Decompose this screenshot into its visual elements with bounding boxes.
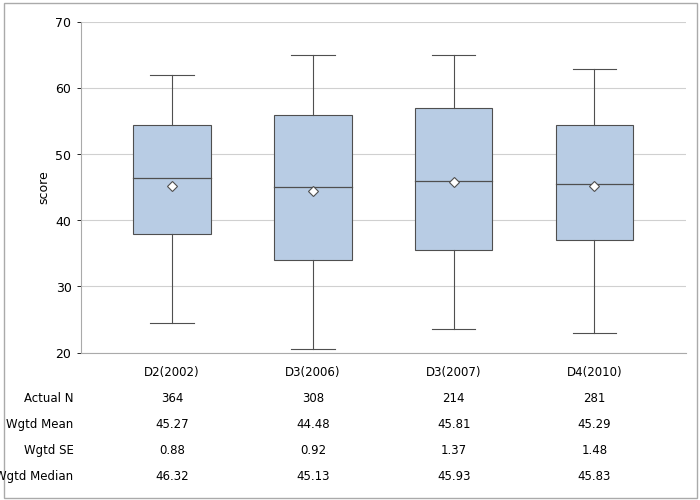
Text: Wgtd Median: Wgtd Median	[0, 470, 74, 483]
Text: Wgtd SE: Wgtd SE	[24, 444, 74, 457]
Bar	[274, 115, 351, 260]
Bar	[133, 125, 211, 234]
Text: 1.37: 1.37	[440, 444, 467, 457]
Bar	[415, 108, 492, 250]
Text: D4(2010): D4(2010)	[567, 366, 622, 379]
Text: D3(2006): D3(2006)	[285, 366, 341, 379]
Text: D2(2002): D2(2002)	[144, 366, 199, 379]
Text: 308: 308	[302, 392, 324, 405]
Text: 364: 364	[161, 392, 183, 405]
Text: 46.32: 46.32	[155, 470, 189, 483]
Text: 0.88: 0.88	[159, 444, 185, 457]
Text: 281: 281	[583, 392, 606, 405]
Text: 45.83: 45.83	[578, 470, 611, 483]
Text: 44.48: 44.48	[296, 418, 330, 431]
Text: 45.81: 45.81	[437, 418, 470, 431]
Text: 45.29: 45.29	[578, 418, 611, 431]
Text: Actual N: Actual N	[24, 392, 74, 405]
Text: 1.48: 1.48	[582, 444, 608, 457]
Text: 0.92: 0.92	[300, 444, 326, 457]
Text: 45.13: 45.13	[296, 470, 330, 483]
Text: 45.93: 45.93	[437, 470, 470, 483]
Text: 45.27: 45.27	[155, 418, 189, 431]
Bar	[556, 125, 634, 240]
Text: 214: 214	[442, 392, 465, 405]
Y-axis label: score: score	[37, 170, 50, 204]
Text: Wgtd Mean: Wgtd Mean	[6, 418, 74, 431]
Text: D3(2007): D3(2007)	[426, 366, 482, 379]
